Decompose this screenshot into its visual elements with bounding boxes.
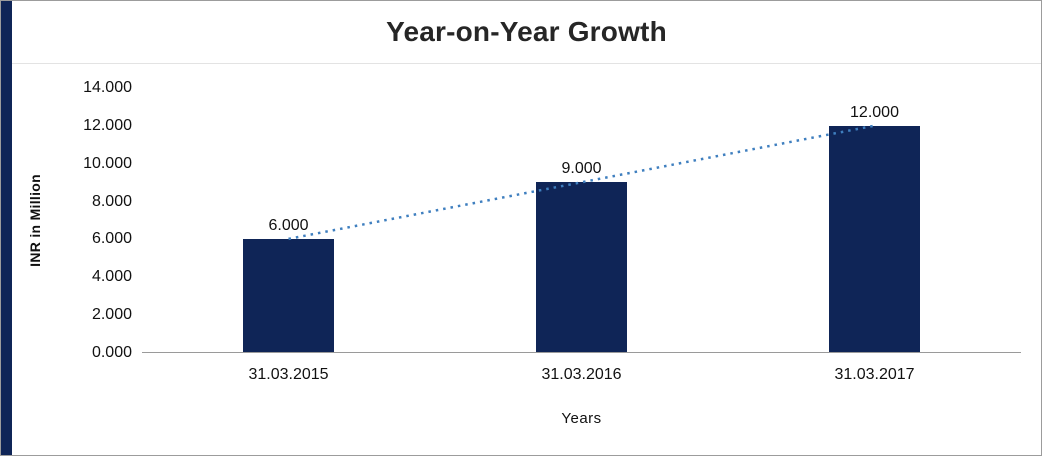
accent-stripe <box>1 1 12 455</box>
chart-area: INR in Million 0.000 2.000 4.000 6.000 8… <box>12 64 1041 455</box>
x-axis-category-label: 31.03.2017 <box>834 366 915 383</box>
plot-area: 6.000 9.000 12.000 <box>142 88 1021 353</box>
bar-value-label: 9.000 <box>561 160 602 178</box>
y-axis-tick-label: 12.000 <box>83 116 132 134</box>
x-axis-category-label: 31.03.2016 <box>541 366 622 383</box>
y-axis-tick-label: 6.000 <box>91 230 132 248</box>
x-axis: 31.03.2015 31.03.2016 31.03.2017 <box>142 353 1021 397</box>
y-axis-tick-label: 14.000 <box>83 79 132 96</box>
y-axis-tick-label: 10.000 <box>83 154 132 172</box>
y-axis-title-container: INR in Million <box>12 88 58 353</box>
bar <box>536 182 627 352</box>
x-axis-title: Years <box>561 410 602 427</box>
bar-group: 9.000 <box>435 88 728 352</box>
y-axis-tick-label: 4.000 <box>91 268 132 286</box>
chart-title: Year-on-Year Growth <box>386 16 667 47</box>
bar-value-label: 6.000 <box>268 216 309 234</box>
bar-group: 12.000 <box>728 88 1021 352</box>
chart-header: Year-on-Year Growth <box>12 1 1041 64</box>
y-axis-tick-label: 0.000 <box>91 344 132 361</box>
bar-series: 6.000 9.000 12.000 <box>142 88 1021 352</box>
bar <box>243 238 334 352</box>
bar-group: 6.000 <box>142 88 435 352</box>
x-axis-category-label: 31.03.2015 <box>248 366 329 383</box>
bar-value-label: 12.000 <box>850 103 899 121</box>
y-axis-tick-label: 8.000 <box>91 192 132 210</box>
y-axis-tick-label: 2.000 <box>91 306 132 324</box>
y-axis: 0.000 2.000 4.000 6.000 8.000 10.000 12.… <box>58 80 142 361</box>
bar <box>829 125 920 352</box>
y-axis-title: INR in Million <box>27 174 43 267</box>
x-axis-title-container: Years <box>142 397 1021 455</box>
